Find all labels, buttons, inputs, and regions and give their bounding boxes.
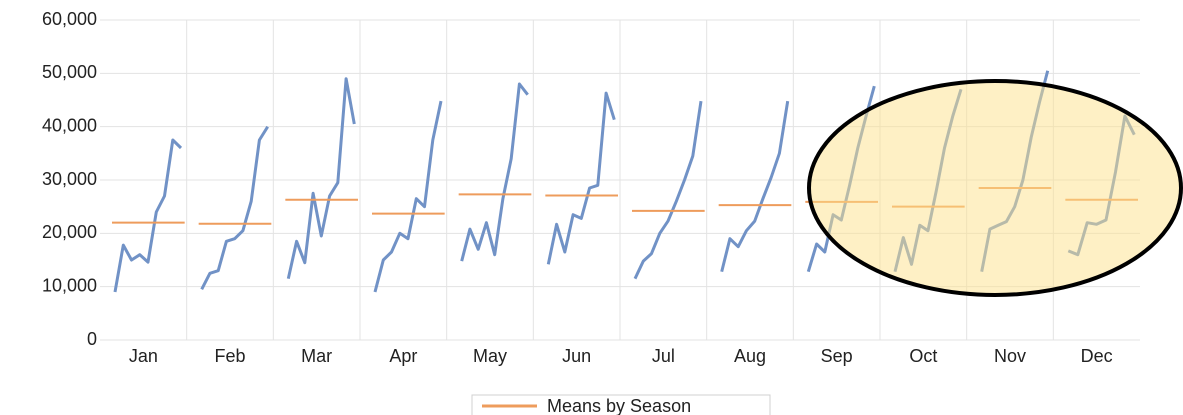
y-tick-label: 0 [87,329,97,349]
x-tick-label: Apr [389,346,417,366]
subseries-line [720,100,790,273]
subseries-line [113,138,183,293]
y-tick-label: 60,000 [42,9,97,29]
subseries-line [373,100,443,293]
y-tick-label: 40,000 [42,115,97,135]
x-tick-label: May [473,346,507,366]
legend-box [471,394,771,415]
x-tick-label: Oct [909,346,937,366]
x-tick-label: Dec [1081,346,1113,366]
subseries-line [633,100,703,280]
labels: 0 10,000 20,000 30,000 40,000 50,000 60,000 Jan… [42,9,1113,366]
y-tick-label: 10,000 [42,275,97,295]
y-tick-label: 50,000 [42,62,97,82]
y-tick-label: 30,000 [42,169,97,189]
legend-label: Means by Season [547,396,691,415]
y-tick-label: 20,000 [42,222,97,242]
highlight-ellipse [807,79,1183,297]
x-tick-label: Jun [562,346,591,366]
subseries-line [200,125,269,290]
x-tick-label: Jan [129,346,158,366]
x-tick-label: Aug [734,346,766,366]
x-tick-label: Mar [301,346,332,366]
x-tick-label: Feb [214,346,245,366]
x-tick-label: Jul [652,346,675,366]
x-tick-label: Nov [994,346,1026,366]
subseries-line [460,82,529,262]
subseries-line [546,91,616,265]
subseries-line [286,77,356,280]
x-tick-label: Sep [821,346,853,366]
